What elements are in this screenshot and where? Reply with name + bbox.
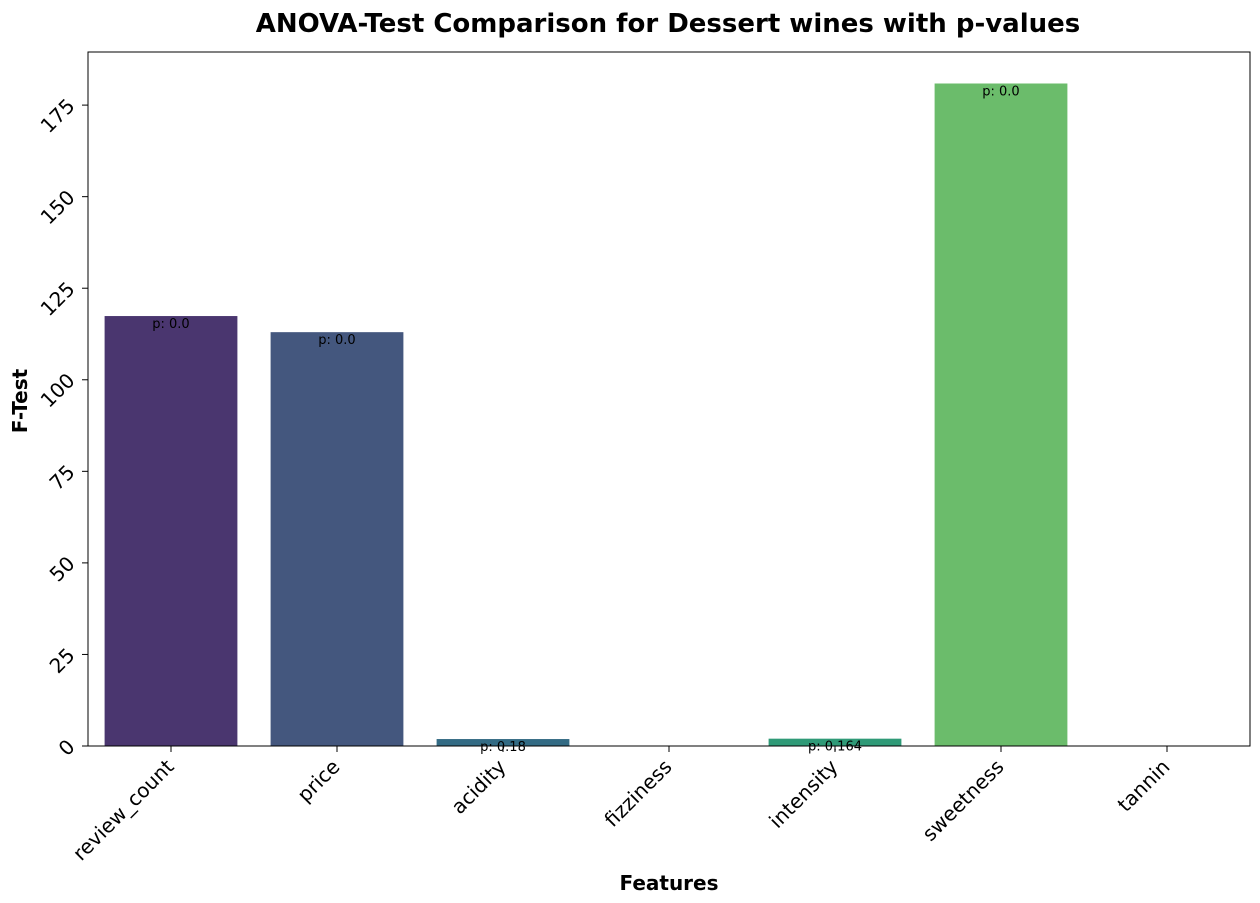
x-axis-label: Features: [619, 871, 718, 895]
x-axis-ticks: review_count price acidity fizziness intensi…: [68, 746, 1175, 865]
x-tick-label-intensity: intensity: [764, 754, 842, 832]
x-tick-label-sweetness: sweetness: [917, 755, 1008, 846]
y-tick-label-50: 50: [45, 551, 80, 586]
chart-title: ANOVA-Test Comparison for Dessert wines …: [256, 9, 1081, 39]
y-tick-label-175: 175: [36, 94, 80, 138]
y-axis-label: F-Test: [8, 368, 32, 433]
bar-acidity: [436, 739, 570, 746]
y-axis-ticks: 0 25 50 75 100 125 150 175: [36, 94, 88, 761]
y-tick-label-100: 100: [36, 368, 80, 412]
x-tick-label-price: price: [292, 755, 344, 807]
bar-label-review-count: p: 0.0: [152, 317, 189, 332]
bar-sweetness: [934, 83, 1068, 747]
x-tick-label-tannin: tannin: [1113, 755, 1175, 817]
y-tick-label-150: 150: [36, 185, 80, 229]
bar-label-price: p: 0.0: [318, 333, 355, 348]
y-tick-label-125: 125: [36, 277, 80, 321]
plot-frame: [87, 51, 1251, 747]
x-tick-label-fizziness: fizziness: [599, 755, 676, 832]
y-tick-label-25: 25: [45, 643, 80, 678]
x-tick-label-acidity: acidity: [446, 754, 510, 818]
bar-intensity: [768, 738, 902, 746]
bar-review-count: [104, 316, 238, 746]
y-tick-label-75: 75: [45, 460, 80, 495]
x-tick-label-review-count: review_count: [68, 754, 179, 865]
y-tick-label-0: 0: [54, 735, 80, 761]
bars-group: [104, 83, 1068, 747]
bar-price: [270, 332, 404, 746]
bar-label-sweetness: p: 0.0: [982, 84, 1019, 99]
